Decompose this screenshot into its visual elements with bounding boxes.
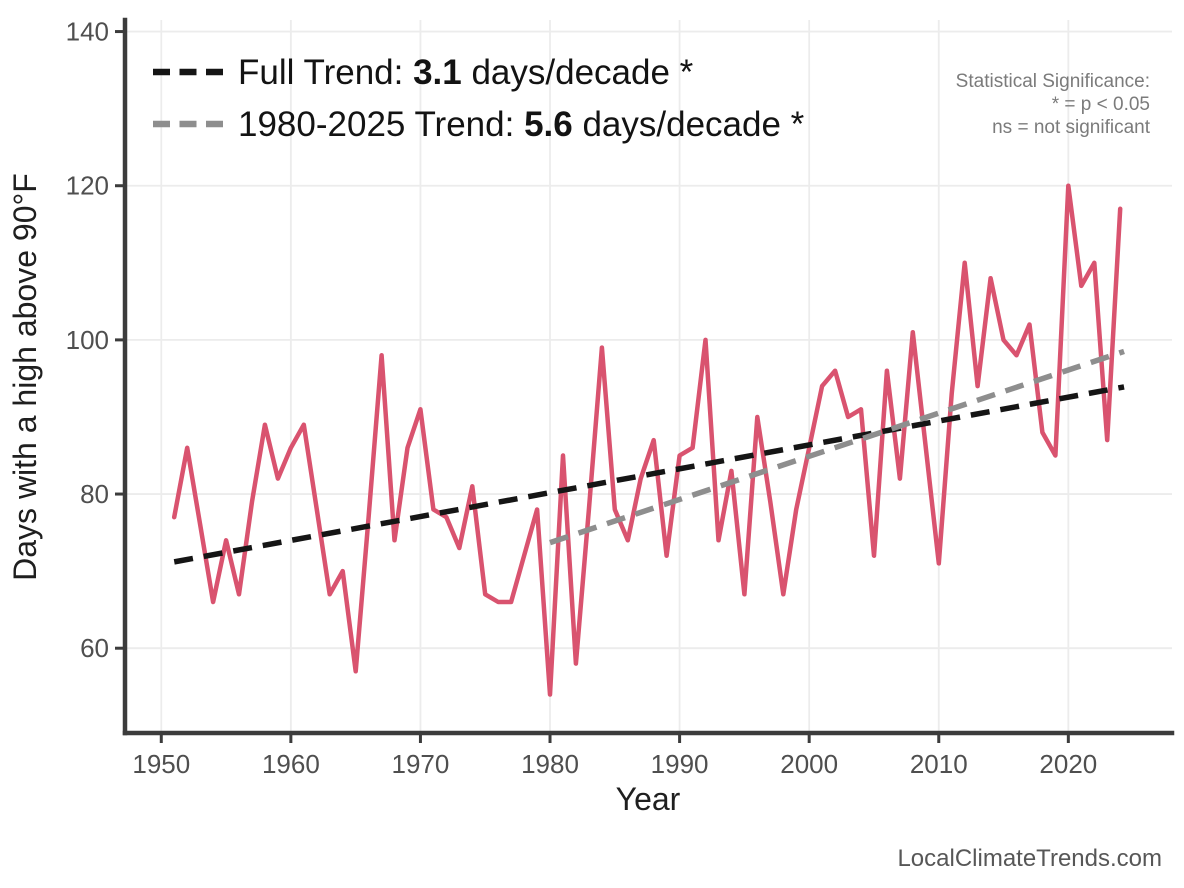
significance-note-ns: ns = not significant <box>992 117 1151 138</box>
significance-note: Statistical Significance: * = p < 0.05 n… <box>956 71 1151 138</box>
y-axis-title: Days with a high above 90°F <box>7 173 43 581</box>
y-tick-label: 80 <box>80 479 109 509</box>
recent-trend-label: 1980-2025 Trend: 5.6 days/decade * <box>238 105 805 144</box>
x-axis-title: Year <box>616 781 681 817</box>
x-tick-label: 2010 <box>910 749 968 779</box>
x-tick-label: 1960 <box>262 749 320 779</box>
x-tick-label: 1950 <box>132 749 190 779</box>
significance-note-star: * = p < 0.05 <box>1052 94 1150 115</box>
significance-note-title: Statistical Significance: <box>956 71 1150 92</box>
recent-trend-line <box>549 348 1125 546</box>
x-tick-label: 2000 <box>780 749 838 779</box>
axes: 1950 1960 1970 1980 1990 2000 2010 2020 60 80 100 1… <box>66 17 1175 779</box>
full-trend-label: Full Trend: 3.1 days/decade * <box>238 53 694 92</box>
x-tick-label: 2020 <box>1039 749 1097 779</box>
y-tick-label: 60 <box>80 633 109 663</box>
x-tick-label: 1980 <box>521 749 579 779</box>
y-tick-label: 100 <box>66 325 109 355</box>
y-tick-label: 120 <box>66 171 109 201</box>
x-tick-label: 1970 <box>392 749 450 779</box>
legend: Full Trend: 3.1 days/decade * 1980-2025 … <box>153 53 805 144</box>
full-trend-line <box>173 384 1125 565</box>
watermark: LocalClimateTrends.com <box>897 845 1162 872</box>
data-line <box>171 183 1123 697</box>
y-tick-label: 140 <box>66 17 109 47</box>
gridlines <box>125 20 1172 733</box>
x-tick-label: 1990 <box>651 749 709 779</box>
